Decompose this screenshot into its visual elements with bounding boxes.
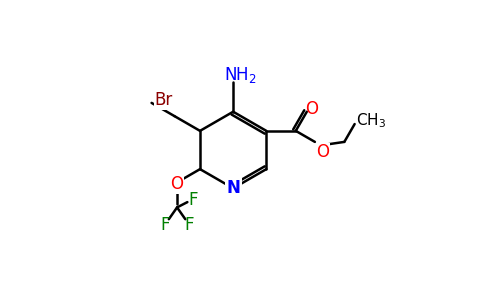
Text: F: F: [161, 216, 170, 234]
Text: O: O: [170, 175, 183, 193]
Text: F: F: [184, 216, 194, 234]
Text: O: O: [305, 100, 318, 118]
Text: F: F: [188, 191, 198, 209]
Text: Br: Br: [154, 91, 173, 109]
Text: NH$_2$: NH$_2$: [224, 65, 257, 85]
Text: CH$_3$: CH$_3$: [356, 112, 386, 130]
Text: N: N: [226, 179, 240, 197]
Text: O: O: [317, 143, 329, 161]
